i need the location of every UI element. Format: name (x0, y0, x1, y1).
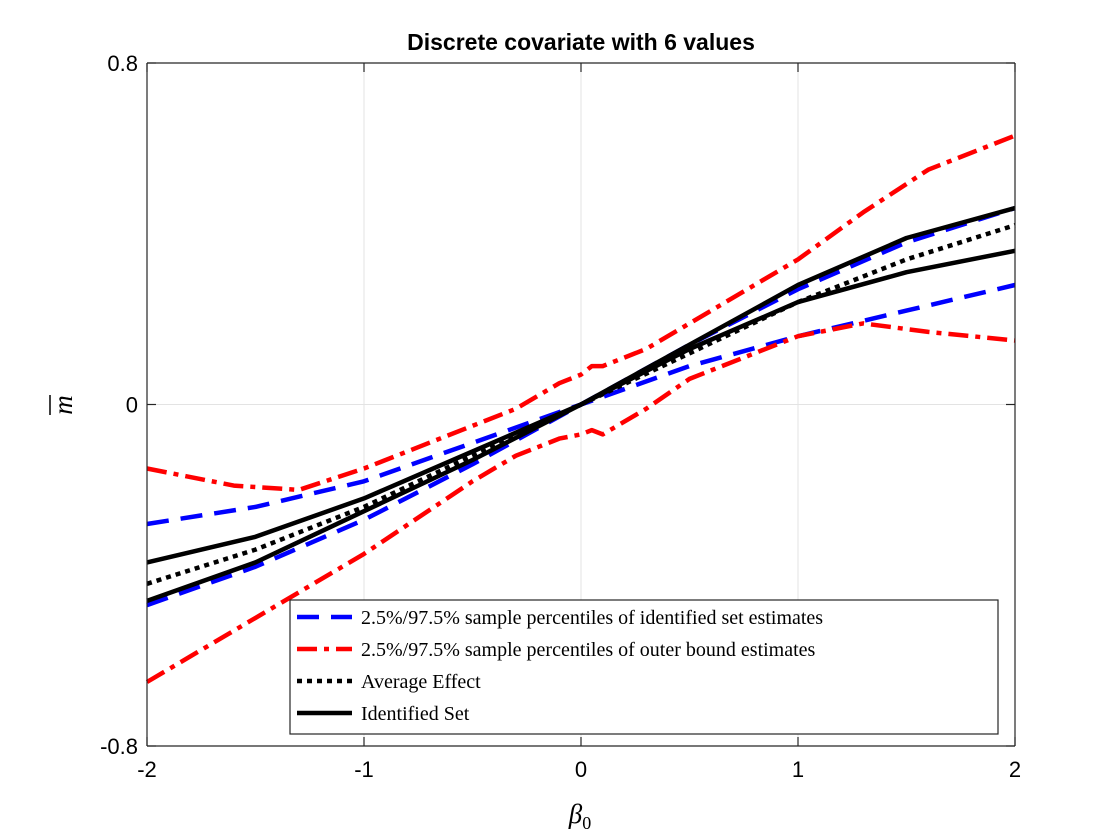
y-tick-label: 0.8 (107, 51, 138, 76)
legend: 2.5%/97.5% sample percentiles of identif… (289, 599, 999, 735)
series-line-identified-set-lower (146, 205, 1016, 604)
x-tick-label: -1 (354, 757, 374, 782)
legend-label: Identified Set (361, 703, 470, 725)
series-lines (145, 133, 1016, 684)
chart-title: Discrete covariate with 6 values (407, 29, 755, 55)
x-axis-label: β0 (568, 799, 591, 833)
y-tick-label: 0 (126, 393, 138, 418)
x-axis-label-subscript: 0 (582, 813, 591, 833)
y-tick-label: -0.8 (100, 734, 138, 759)
legend-label: 2.5%/97.5% sample percentiles of identif… (361, 607, 823, 629)
x-tick-label: 2 (1009, 757, 1021, 782)
x-tick-label: -2 (137, 757, 157, 782)
x-tick-label: 1 (792, 757, 804, 782)
x-axis-label-main: β (568, 799, 583, 829)
axes: -2 -1 0 1 2 -0.8 0 0.8 (100, 51, 1021, 782)
series-line-outer-bound-percentile-lower (145, 321, 1016, 684)
y-axis-label: m (48, 395, 78, 415)
x-tick-label: 0 (575, 757, 587, 782)
legend-label: 2.5%/97.5% sample percentiles of outer b… (361, 639, 816, 661)
legend-label: Average Effect (361, 671, 481, 693)
legend-box (289, 599, 999, 735)
y-axis-label-group: m (48, 395, 78, 415)
series-line-outer-bound-percentile-upper (146, 133, 1016, 493)
